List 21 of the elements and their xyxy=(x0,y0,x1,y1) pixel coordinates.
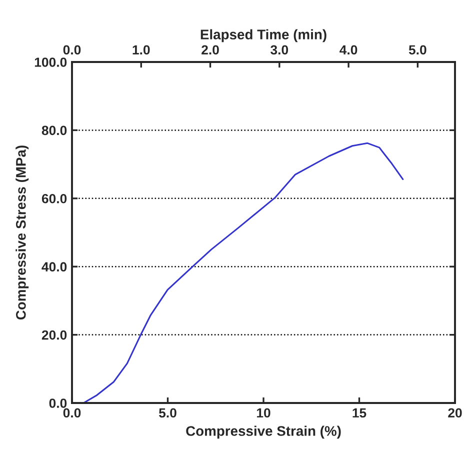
y-tick-label: 80.0 xyxy=(42,126,67,136)
x2-tick-label: 0.0 xyxy=(63,45,81,55)
x2-tick-label: 1.0 xyxy=(132,45,150,55)
x2-tick-label: 2.0 xyxy=(202,45,219,55)
x-tick-label: 5.0 xyxy=(158,408,176,418)
x2-tick-label: 4.0 xyxy=(340,45,358,55)
y-tick-label: 0.0 xyxy=(49,398,67,408)
x2-tick-label: 5.0 xyxy=(408,45,426,55)
y-tick-label: 100.0 xyxy=(34,58,67,67)
y-tick-label: 40.0 xyxy=(42,262,67,272)
x-tick-label: 10 xyxy=(256,408,270,418)
x-axis-title: Compressive Strain (%) xyxy=(186,426,341,439)
y-axis-title: Compressive Stress (MPa) xyxy=(16,146,29,320)
y-tick-label: 60.0 xyxy=(42,194,67,204)
x-tick-label: 0.0 xyxy=(63,408,81,418)
x-tick-label: 15 xyxy=(352,408,366,418)
x2-axis-title: Elapsed Time (min) xyxy=(200,29,326,42)
x-tick-label: 20 xyxy=(448,408,462,418)
x2-tick-label: 3.0 xyxy=(270,45,288,55)
y-tick-label: 20.0 xyxy=(42,330,67,340)
line-series xyxy=(82,142,404,403)
